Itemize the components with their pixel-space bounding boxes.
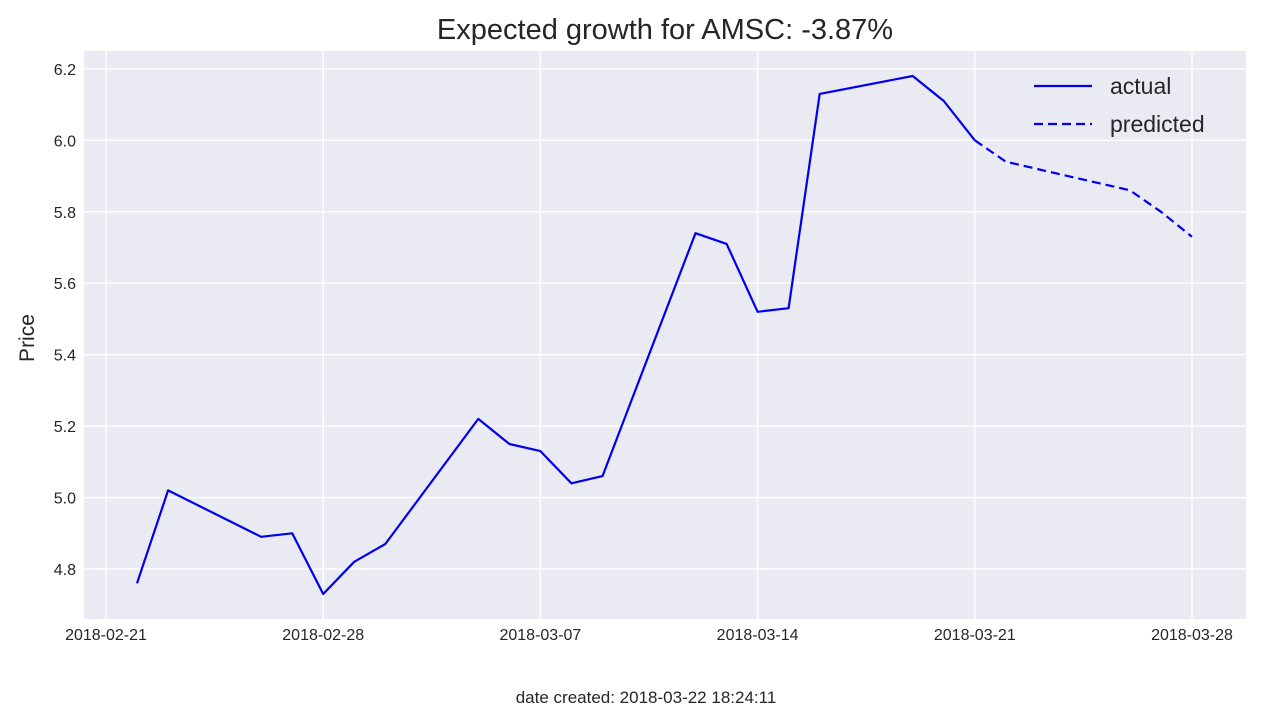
series-layer xyxy=(135,74,1193,596)
plot-area xyxy=(84,51,1246,619)
y-tick-label: 6.0 xyxy=(54,133,76,150)
y-tick-label: 6.2 xyxy=(54,62,76,79)
date-created-footer: date created: 2018-03-22 18:24:11 xyxy=(516,688,777,707)
y-tick-label: 5.0 xyxy=(54,491,76,508)
y-tick-label: 5.8 xyxy=(54,205,76,222)
y-tick-label: 5.6 xyxy=(54,276,76,293)
x-tick-label: 2018-03-28 xyxy=(1151,627,1233,644)
x-tick-label: 2018-02-28 xyxy=(282,627,364,644)
chart-title: Expected growth for AMSC: -3.87% xyxy=(437,14,893,46)
x-tick-labels: 2018-02-21 2018-02-28 2018-03-07 2018-03-14… xyxy=(65,627,1233,644)
y-tick-labels: 4.8 5.0 5.2 5.4 5.6 5.8 6.0 6.2 xyxy=(54,62,76,579)
legend-label-actual: actual xyxy=(1110,73,1171,99)
x-tick-label: 2018-03-21 xyxy=(934,627,1016,644)
x-tick-label: 2018-02-21 xyxy=(65,627,147,644)
series-line-predicted xyxy=(974,139,1193,238)
x-tick-label: 2018-03-14 xyxy=(717,627,799,644)
grid-vertical xyxy=(105,51,1193,619)
series-line-actual xyxy=(135,74,976,596)
y-tick-label: 5.2 xyxy=(54,419,76,436)
grid-horizontal xyxy=(84,68,1246,570)
x-tick-label: 2018-03-07 xyxy=(499,627,581,644)
legend-label-predicted: predicted xyxy=(1110,111,1205,137)
y-tick-label: 5.4 xyxy=(54,348,76,365)
legend: actual predicted xyxy=(1034,73,1205,137)
y-axis-label: Price xyxy=(16,314,39,362)
y-tick-label: 4.8 xyxy=(54,562,76,579)
